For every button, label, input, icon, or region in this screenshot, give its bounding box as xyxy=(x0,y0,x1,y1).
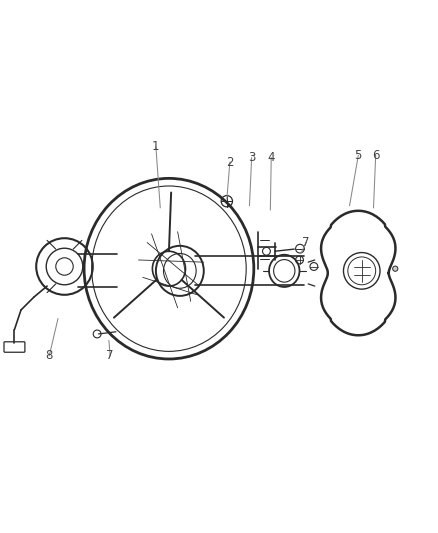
Text: 6: 6 xyxy=(372,149,379,162)
Text: 2: 2 xyxy=(226,156,233,168)
Text: 5: 5 xyxy=(355,149,362,162)
Text: 1: 1 xyxy=(152,140,159,154)
Text: 3: 3 xyxy=(248,151,255,164)
Text: 7: 7 xyxy=(302,236,310,249)
Text: 4: 4 xyxy=(268,151,275,164)
Text: 8: 8 xyxy=(46,349,53,362)
Circle shape xyxy=(392,266,398,271)
Text: 7: 7 xyxy=(106,349,114,362)
